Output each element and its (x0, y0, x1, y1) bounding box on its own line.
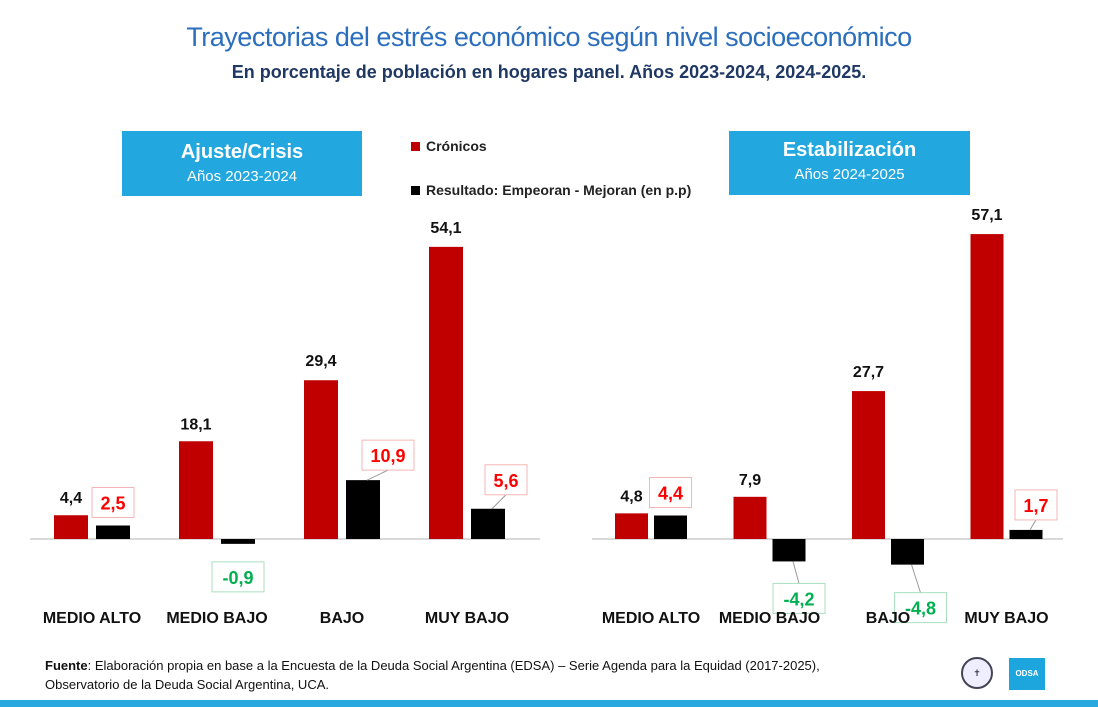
source-label: Fuente (45, 658, 88, 673)
source-text-2: Observatorio de la Deuda Social Argentin… (45, 677, 329, 692)
data-label-box (211, 561, 265, 593)
panel-subtitle: Años 2024-2025 (794, 166, 905, 183)
leader-line (491, 494, 507, 510)
footer-source: Fuente: Elaboración propia en base a la … (45, 656, 820, 694)
bottom-bar (0, 700, 1098, 707)
bar-cronicos (733, 496, 767, 539)
data-label-cronicos: 27,7 (853, 364, 884, 381)
bar-resultado (221, 539, 255, 544)
panel-title: Ajuste/Crisis (180, 141, 304, 163)
data-label-resultado: -4,2 (783, 589, 814, 609)
odsa-logo: ODSA (1009, 658, 1045, 690)
panel-header-ajuste: Ajuste/Crisis Años 2023-2024 (122, 131, 362, 196)
category-label: BAJO (320, 610, 364, 627)
bar-cronicos (970, 234, 1004, 539)
bar-resultado (772, 539, 806, 562)
bar-resultado (654, 515, 687, 539)
data-label-box (894, 592, 947, 624)
bar-resultado (891, 539, 924, 565)
panel-header-estabilizacion: Estabilización Años 2024-2025 (729, 131, 970, 195)
category-label: MUY BAJO (964, 610, 1048, 627)
category-label: MEDIO ALTO (43, 610, 141, 627)
legend-swatch (411, 141, 420, 151)
panel-title: Estabilización (782, 139, 917, 161)
data-label-cronicos: 18,1 (180, 416, 211, 433)
category-label: MEDIO BAJO (166, 610, 267, 627)
data-label-box (1014, 489, 1058, 521)
leader-line (911, 564, 921, 593)
data-label-resultado: 4,4 (658, 484, 683, 504)
data-label-resultado: 1,7 (1023, 496, 1048, 516)
bar-resultado (471, 508, 505, 539)
category-label: MUY BAJO (425, 610, 509, 627)
data-label-box (772, 582, 826, 614)
category-label: BAJO (866, 610, 910, 627)
data-label-box (649, 477, 692, 509)
data-label-box (484, 464, 528, 496)
bar-cronicos (304, 380, 338, 539)
data-label-cronicos: 7,9 (739, 472, 761, 489)
uca-seal-logo: ✝ (961, 657, 993, 689)
data-label-cronicos: 57,1 (971, 207, 1002, 224)
data-label-cronicos: 4,8 (620, 488, 642, 505)
bar-cronicos (852, 391, 885, 539)
data-label-box (91, 487, 135, 518)
bar-cronicos (54, 515, 88, 539)
data-label-resultado: 2,5 (100, 494, 125, 514)
leader-line (1029, 519, 1037, 531)
page-title: Trayectorias del estrés económico según … (186, 22, 912, 52)
bar-resultado (1009, 529, 1043, 539)
leader-line (792, 561, 800, 584)
bar-cronicos (179, 441, 213, 539)
data-label-cronicos: 29,4 (305, 353, 336, 370)
bar-cronicos (429, 246, 463, 540)
legend-label: Crónicos (426, 138, 487, 154)
data-label-resultado: -0,9 (222, 568, 253, 588)
data-label-cronicos: 4,4 (60, 490, 82, 507)
page-subtitle: En porcentaje de población en hogares pa… (231, 62, 867, 82)
source-text: : Elaboración propia en base a la Encues… (87, 658, 820, 673)
legend-label: Resultado: Empeoran - Mejoran (en p.p) (426, 182, 692, 198)
bar-resultado (96, 525, 130, 539)
bar-resultado (346, 480, 380, 539)
category-label: MEDIO BAJO (719, 610, 820, 627)
leader-line (366, 469, 389, 481)
data-label-box (361, 439, 415, 471)
bar-cronicos (615, 513, 648, 539)
data-label-resultado: 10,9 (370, 446, 405, 466)
panel-subtitle: Años 2023-2024 (186, 168, 298, 185)
data-label-resultado: -4,8 (905, 599, 936, 619)
category-label: MEDIO ALTO (602, 610, 700, 627)
data-label-cronicos: 54,1 (430, 220, 461, 237)
legend-item-cronicos: Crónicos (411, 138, 487, 154)
legend-swatch (411, 185, 420, 195)
legend-item-resultado: Resultado: Empeoran - Mejoran (en p.p) (411, 182, 691, 198)
data-label-resultado: 5,6 (493, 471, 518, 491)
